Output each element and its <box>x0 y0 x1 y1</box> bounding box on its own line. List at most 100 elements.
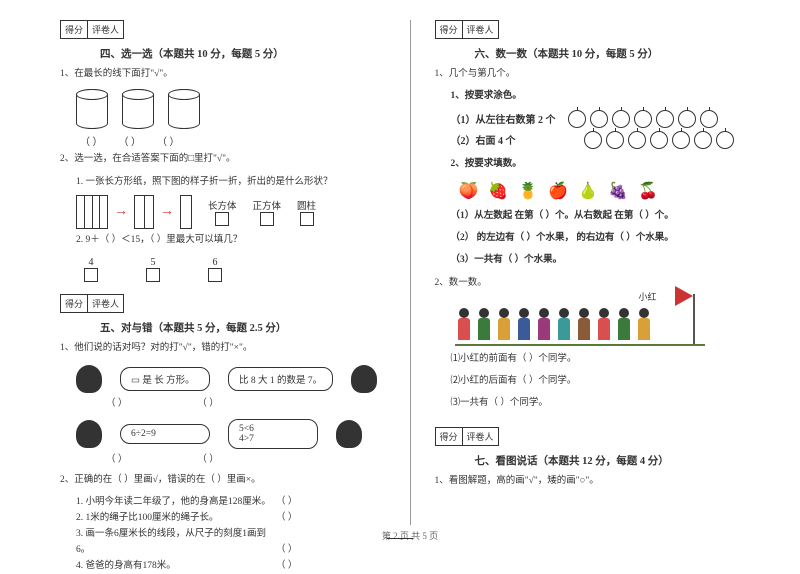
tf-item: 4. 爸爸的身高有178米。（ ） <box>76 558 386 574</box>
apple-row-2: （2）右面 4 个 <box>435 131 761 149</box>
sec7-title: 七、看图说话（本题共 12 分，每题 4 分） <box>475 453 761 468</box>
score-label: 得分 <box>435 427 463 446</box>
apple-row-1: （1）从左往右数第 2 个 <box>435 110 761 128</box>
sec4-q2: 2、选一选，在合适答案下面的□里打"√"。 <box>60 152 386 166</box>
grader-label: 评卷人 <box>87 20 124 39</box>
blank-paren: （ ） <box>106 451 127 465</box>
apple-icon <box>672 131 690 149</box>
number-options: 4 5 6 <box>84 257 386 282</box>
sec5-title: 五、对与错（本题共 5 分，每题 2.5 分） <box>100 320 386 335</box>
paren-row: （ ） （ ） <box>106 395 386 409</box>
kid-icon <box>515 308 533 344</box>
apple-icon <box>634 110 652 128</box>
kid-icon <box>475 308 493 344</box>
sec6-q1-1b: （2）右面 4 个 <box>451 132 516 147</box>
cherry-icon: 🍒 <box>638 181 658 201</box>
checkbox[interactable] <box>146 268 160 282</box>
apple-icon <box>612 110 630 128</box>
speech-bubble: ▭ 是 长 方形。 <box>120 367 210 391</box>
checkbox[interactable] <box>300 212 314 226</box>
tf-item: 3. 画一条6厘米长的线段，从尺子的刻度1画到6。（ ） <box>76 526 386 558</box>
xiaohong-label: 小红 <box>638 290 656 303</box>
apple-icon <box>678 110 696 128</box>
apple-icon <box>606 131 624 149</box>
apple-icon <box>716 131 734 149</box>
sec6-q1-2b: （2） 的左边有（ ）个水果， 的右边有（ ）个水果。 <box>451 231 761 245</box>
cylinder-icon <box>122 89 154 129</box>
flagpole-icon <box>693 294 695 344</box>
sec6-q1-1: 1、按要求涂色。 <box>451 89 761 103</box>
kid-icon <box>635 308 653 344</box>
blank-paren: （ ） <box>197 395 218 409</box>
blank-paren: （ ） <box>80 133 103 148</box>
kids-line-illustration: 小红 <box>455 296 705 346</box>
blank-paren: （ ） <box>157 133 180 148</box>
sec6-q1-2c: （3）一共有（ ）个水果。 <box>451 253 761 267</box>
panel-final-icon <box>180 195 192 229</box>
sec6-q2-item: ⑶一共有（ ）个同学。 <box>451 396 761 410</box>
speech-bubble: 比 8 大 1 的数是 7。 <box>228 367 333 391</box>
fruit-icon-row: 🍑 🍓 🍍 🍎 🍐 🍇 🍒 <box>459 181 761 201</box>
sec6-q2-item: ⑵小红的后面有（ ）个同学。 <box>451 374 761 388</box>
score-box-sec4: 得分 评卷人 <box>60 20 386 39</box>
apple-icon <box>590 110 608 128</box>
cube-label: 正方体 <box>253 198 282 212</box>
paren-row: （ ） （ ） （ ） <box>80 133 386 148</box>
pear-icon: 🍐 <box>578 181 598 201</box>
apple-icon <box>694 131 712 149</box>
checkbox[interactable] <box>260 212 274 226</box>
avatar-icon <box>351 365 377 393</box>
kid-icon <box>575 308 593 344</box>
score-box-sec7: 得分 评卷人 <box>435 427 761 446</box>
blank-paren: （ ） <box>119 133 142 148</box>
arrow-icon: → <box>114 204 128 220</box>
apple-icon: 🍎 <box>548 181 568 201</box>
kid-icon <box>535 308 553 344</box>
sec6-q1-2a: （1）从左数起 在第（ ）个。从右数起 在第（ ）个。 <box>451 209 761 223</box>
left-column: 得分 评卷人 四、选一选（本题共 10 分，每题 5 分） 1、在最长的线下面打… <box>60 20 386 525</box>
tf-item: 1. 小明今年读二年级了，他的身高是128厘米。（ ） <box>76 494 386 510</box>
apple-icon <box>700 110 718 128</box>
page-container: 得分 评卷人 四、选一选（本题共 10 分，每题 5 分） 1、在最长的线下面打… <box>60 20 760 525</box>
avatar-icon <box>336 420 362 448</box>
grape-icon: 🍇 <box>608 181 628 201</box>
arrow-icon: → <box>160 204 174 220</box>
pineapple-icon: 🍍 <box>518 181 538 201</box>
avatar-icon <box>76 420 102 448</box>
score-label: 得分 <box>435 20 463 39</box>
apple-icon <box>568 110 586 128</box>
fold-diagram-row: → → 长方体 正方体 圆柱 <box>76 195 386 229</box>
num-5: 5 <box>146 257 160 268</box>
apple-icon <box>650 131 668 149</box>
sec4-title: 四、选一选（本题共 10 分，每题 5 分） <box>100 46 386 61</box>
blank-paren: （ ） <box>106 395 127 409</box>
checkbox[interactable] <box>84 268 98 282</box>
sec6-q1-1a: （1）从左往右数第 2 个 <box>451 111 556 126</box>
bubble-row-1: ▭ 是 长 方形。 比 8 大 1 的数是 7。 <box>76 365 386 393</box>
score-box-sec6: 得分 评卷人 <box>435 20 761 39</box>
avatar-icon <box>76 365 102 393</box>
flag-icon <box>675 286 693 306</box>
paren-row: （ ） （ ） <box>106 451 386 465</box>
score-label: 得分 <box>60 20 88 39</box>
cylinder-icon <box>76 89 108 129</box>
checkbox[interactable] <box>208 268 222 282</box>
grader-label: 评卷人 <box>87 294 124 313</box>
sec6-q2: 2、数一数。 <box>435 276 761 290</box>
sec6-q2-item: ⑴小红的前面有（ ）个同学。 <box>451 352 761 366</box>
apple-icon <box>584 131 602 149</box>
strawberry-icon: 🍓 <box>488 181 508 201</box>
sec4-q1: 1、在最长的线下面打"√"。 <box>60 67 386 81</box>
checkbox[interactable] <box>215 212 229 226</box>
blank-paren: （ ） <box>197 451 218 465</box>
shape-labels: 长方体 正方体 圆柱 <box>208 198 316 226</box>
sec6-title: 六、数一数（本题共 10 分，每题 5 分） <box>475 46 761 61</box>
grader-label: 评卷人 <box>462 427 499 446</box>
kid-icon <box>495 308 513 344</box>
sec5-q2: 2、正确的在（ ）里画√，错误的在（ ）里画×。 <box>60 473 386 487</box>
sec6-q1-2: 2、按要求填数。 <box>451 157 761 171</box>
cylinder-icon <box>168 89 200 129</box>
num-4: 4 <box>84 257 98 268</box>
num-6: 6 <box>208 257 222 268</box>
peach-icon: 🍑 <box>459 181 479 201</box>
